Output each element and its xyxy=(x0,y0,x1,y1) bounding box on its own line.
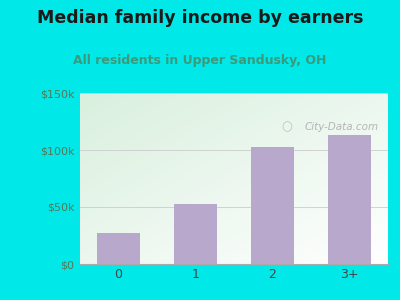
Bar xyxy=(174,204,217,264)
Text: City-Data.com: City-Data.com xyxy=(305,122,379,132)
Bar xyxy=(97,233,140,264)
Bar xyxy=(251,147,294,264)
Bar xyxy=(328,135,371,264)
Text: ○: ○ xyxy=(281,121,292,134)
Text: All residents in Upper Sandusky, OH: All residents in Upper Sandusky, OH xyxy=(73,54,327,67)
Text: Median family income by earners: Median family income by earners xyxy=(37,9,363,27)
